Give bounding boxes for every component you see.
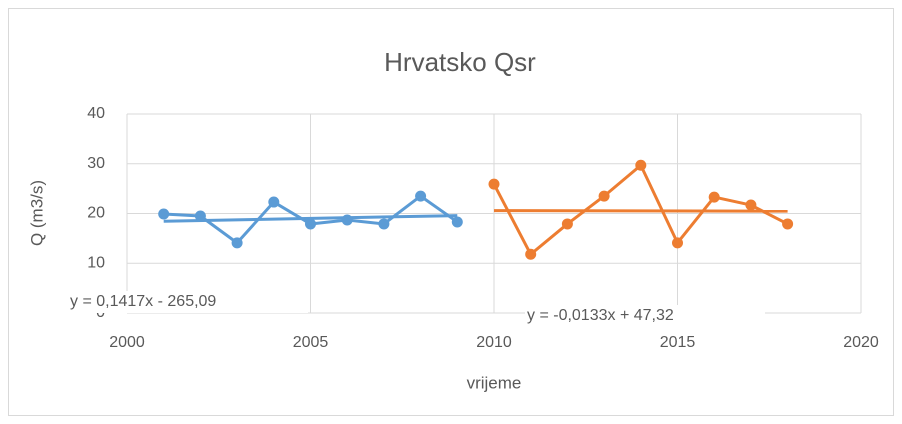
data-point — [341, 214, 353, 226]
data-point — [415, 190, 427, 202]
y-tick-label: 20 — [87, 205, 105, 222]
data-point — [268, 196, 280, 208]
data-point — [451, 216, 463, 228]
chart-title: Hrvatsko Qsr — [384, 47, 536, 77]
trendline-label-bg — [525, 305, 765, 327]
x-tick-label: 2015 — [660, 334, 696, 351]
data-point — [305, 218, 316, 230]
data-point — [525, 248, 537, 260]
trendline — [493, 209, 788, 213]
x-tick-label: 2020 — [843, 334, 879, 351]
y-tick-label: 30 — [87, 155, 105, 172]
y-axis-label: Q (m3/s) — [27, 180, 46, 246]
y-tick-label: 10 — [87, 254, 105, 271]
data-point — [194, 210, 206, 222]
y-tick-label: 40 — [87, 105, 105, 122]
data-point — [708, 191, 720, 203]
data-point — [231, 237, 243, 249]
data-point — [158, 208, 170, 220]
trendline-label-bg — [68, 291, 308, 313]
data-point — [782, 218, 794, 230]
x-tick-label: 2000 — [109, 334, 145, 351]
data-point — [488, 178, 500, 190]
data-point — [635, 159, 647, 171]
x-axis-label: vrijeme — [467, 373, 522, 392]
data-point — [745, 199, 757, 211]
trendline — [163, 214, 458, 223]
x-tick-label: 2005 — [293, 334, 329, 351]
data-point — [561, 218, 573, 230]
trendline-label: y = -0,0133x + 47,32 — [527, 307, 674, 324]
data-point — [672, 237, 683, 249]
trendline-label: y = 0,1417x - 265,09 — [70, 293, 216, 310]
x-tick-label: 2010 — [476, 334, 512, 351]
data-point — [598, 190, 610, 202]
data-point — [378, 218, 390, 230]
